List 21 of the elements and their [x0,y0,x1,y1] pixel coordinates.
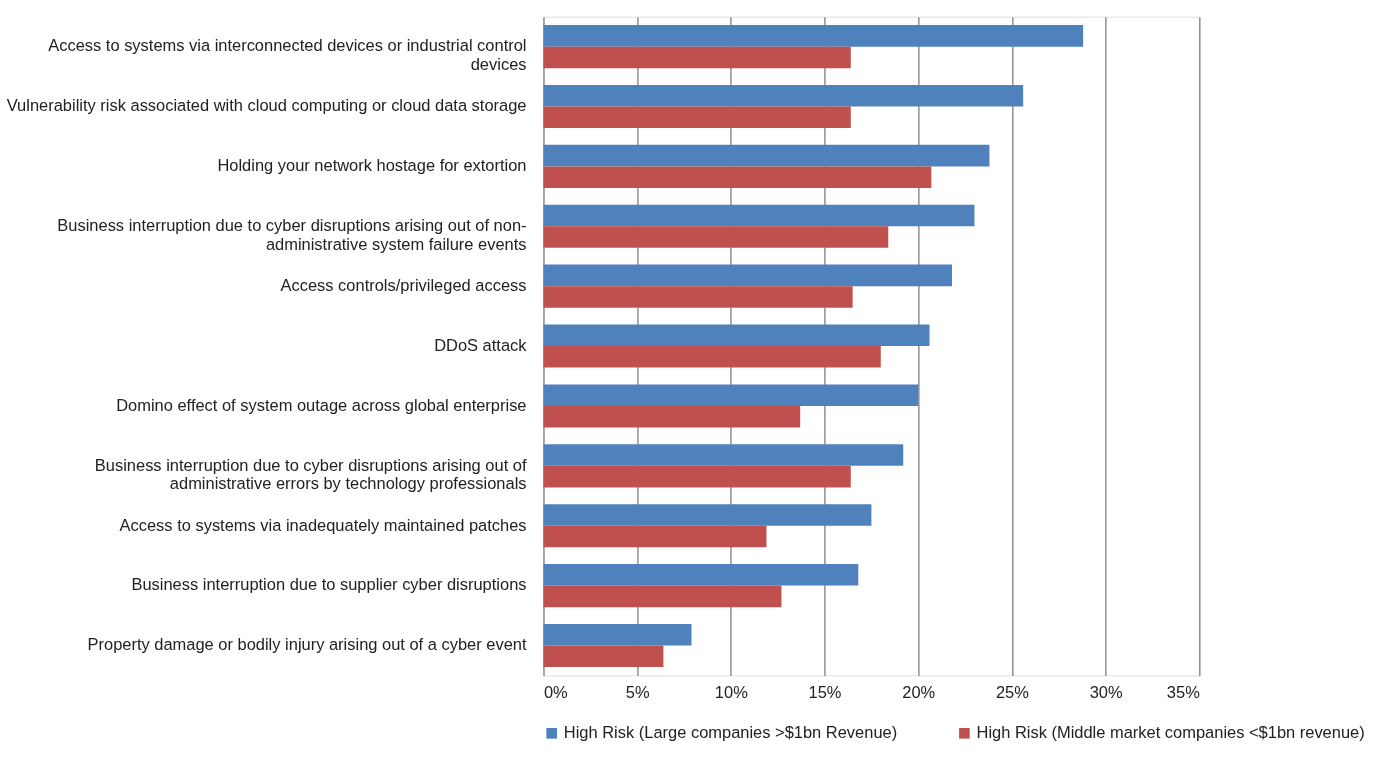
x-tick-label: 30% [1089,683,1123,702]
y-tick-label: Vulnerability risk associated with cloud computing or cloud data storage [6,96,527,115]
x-tick-label: 35% [1166,683,1201,702]
x-tick-label: 5% [625,683,650,702]
x-tick-label: 15% [808,683,842,702]
legend-label: High Risk (Large companies >$1bn Revenue) [563,723,898,742]
x-tick-label: 25% [995,683,1030,702]
y-tick-label: Access to systems via interconnected devices or industrial control devices [48,36,527,73]
y-tick-label: Business interruption due to cyber disruptions arising out of administrative errors by technology professionals [94,455,527,493]
y-tick-label: DDoS attack [434,335,528,354]
y-tick-label: Business interruption due to supplier cyber disruptions [131,575,527,594]
y-tick-label: Property damage or bodily injury arising out of a cyber event [87,635,527,654]
x-tick-label: 10% [714,683,749,702]
y-tick-label: Business interruption due to cyber disruptions arising out of non-administrative system failure events [57,216,527,253]
y-tick-label: Holding your network hostage for extortion [217,156,527,175]
y-tick-label: Access to systems via inadequately maintained patches [119,515,527,534]
legend-label: High Risk (Middle market companies <$1bn revenue) [976,723,1365,742]
x-tick-label: 0% [543,683,569,702]
y-tick-label: Access controls/privileged access [280,276,527,295]
y-tick-label: Domino effect of system outage across global enterprise [116,395,527,414]
x-tick-label: 20% [902,683,936,702]
